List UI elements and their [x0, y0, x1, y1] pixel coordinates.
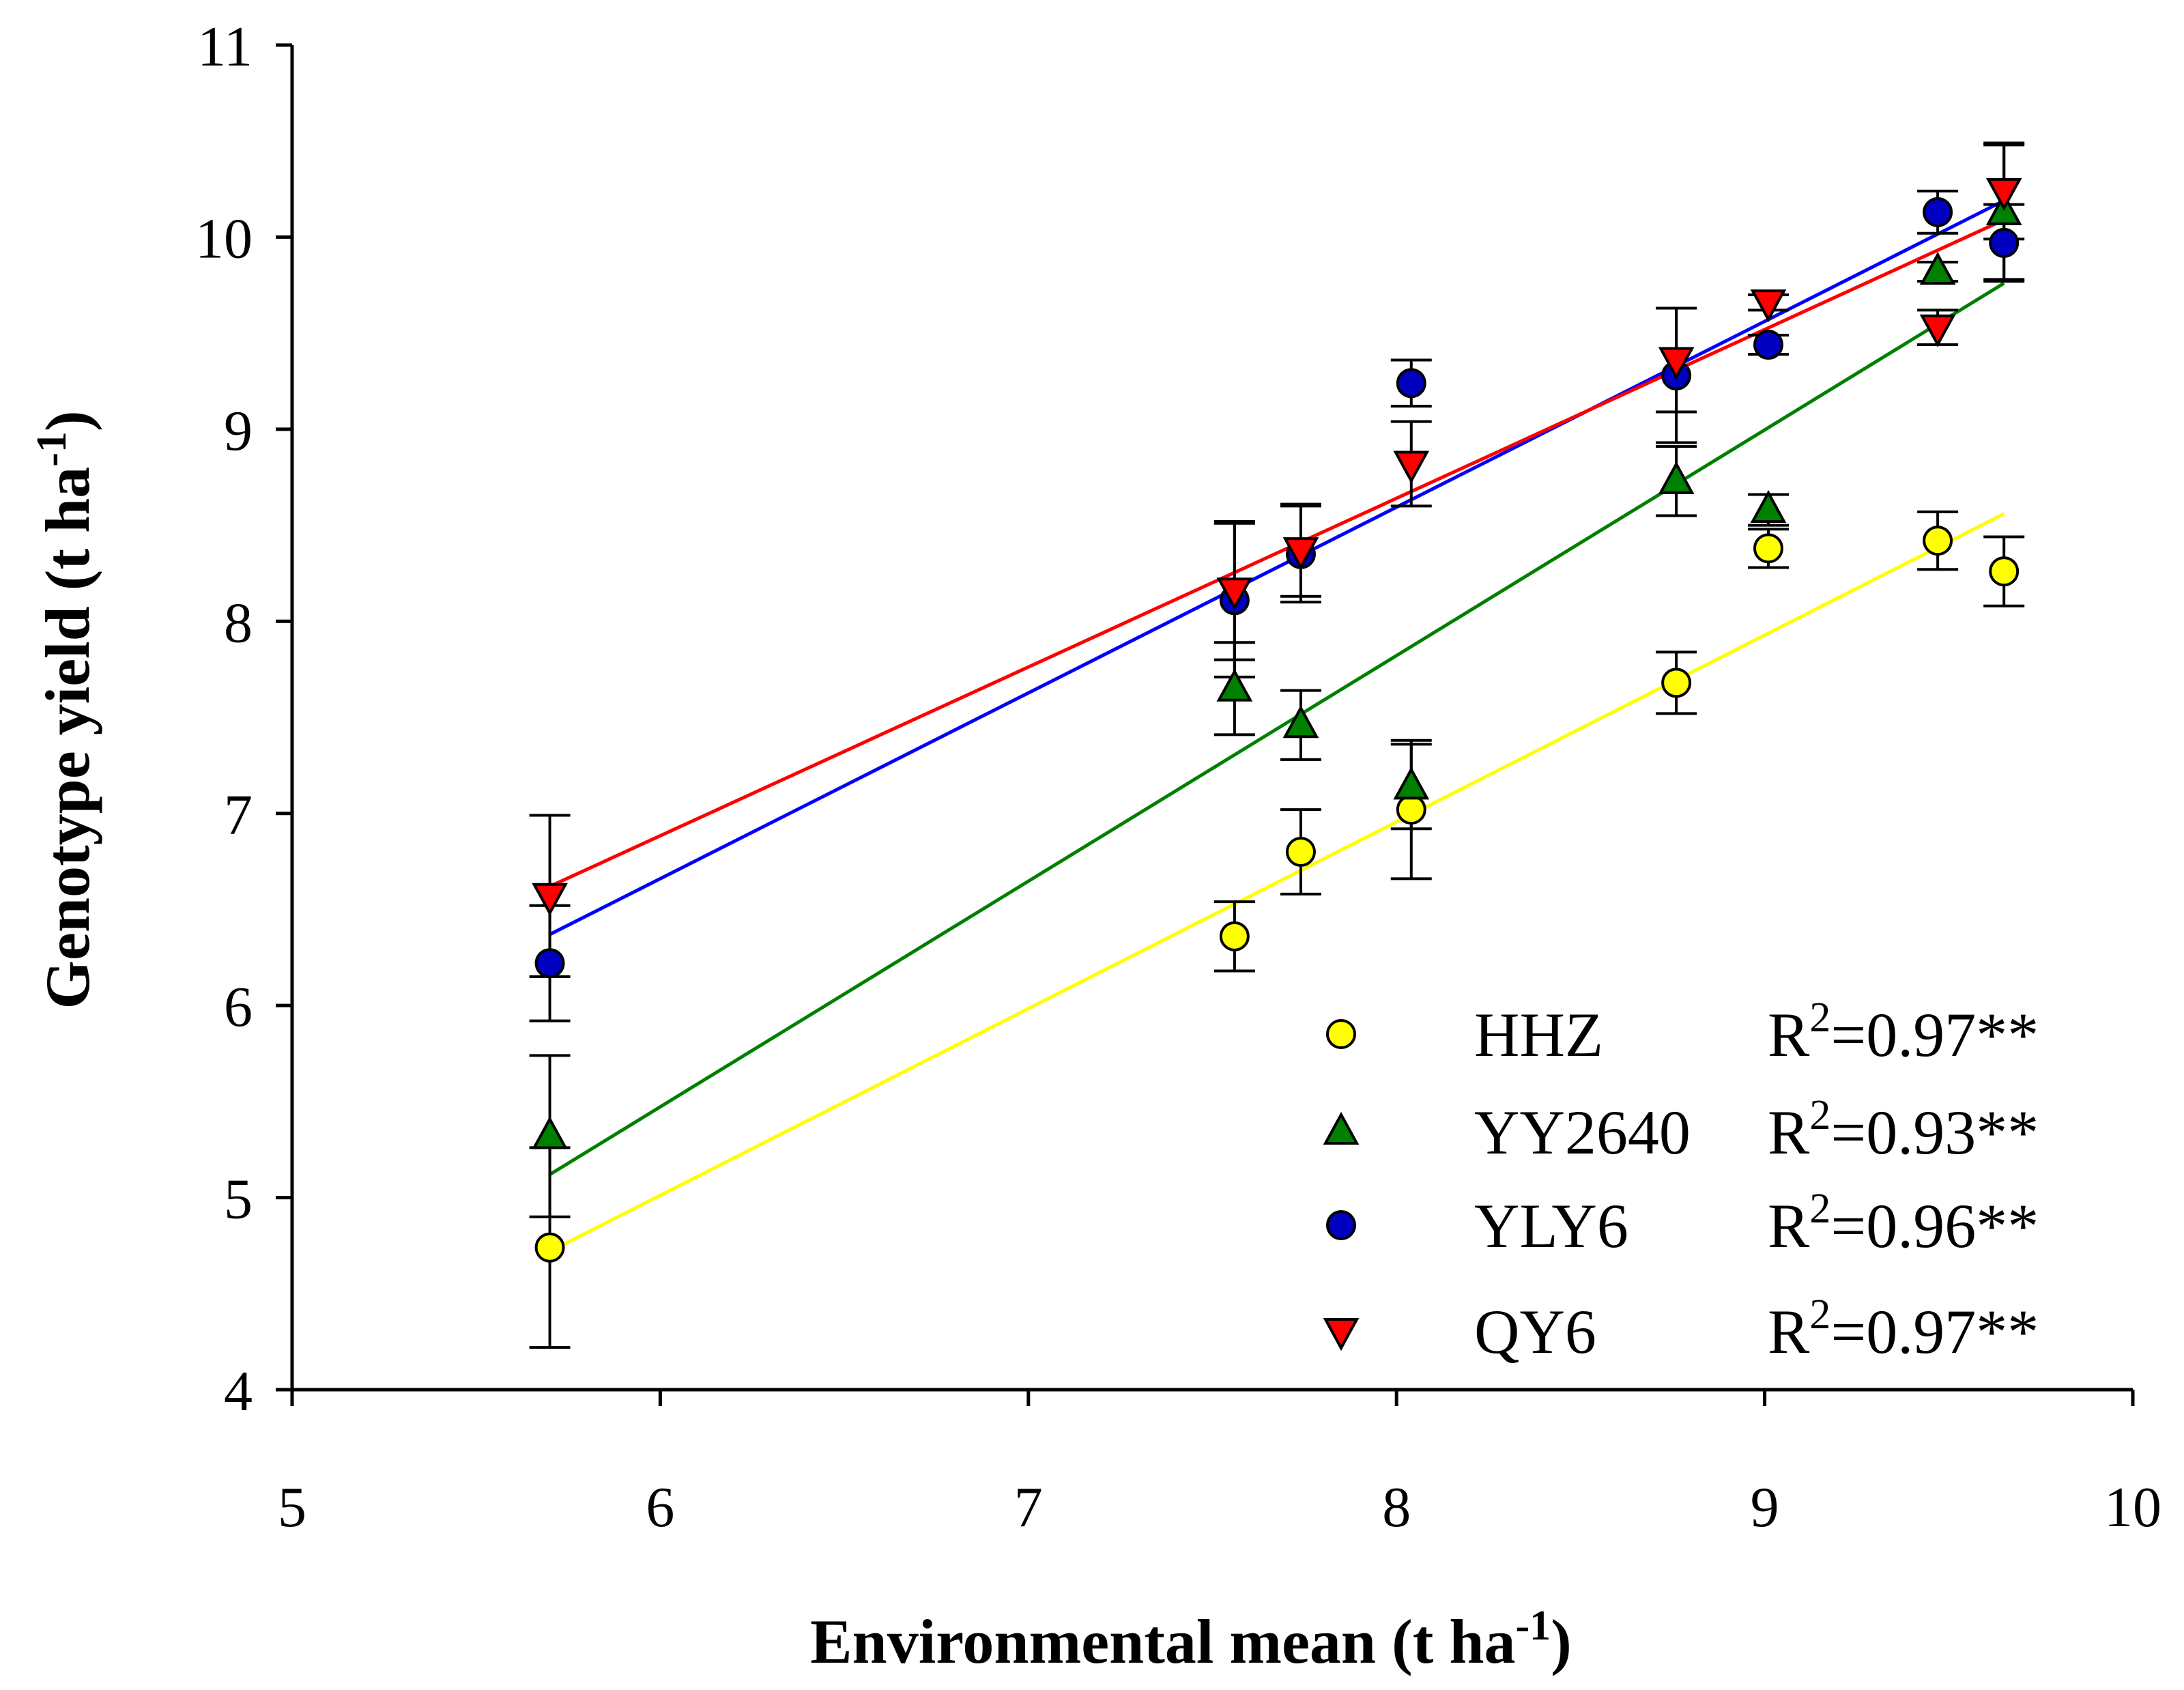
point-yly6 [534, 948, 565, 979]
x-tick-label: 8 [1382, 1476, 1411, 1539]
y-tick-label: 6 [224, 975, 253, 1039]
point-hhz [1285, 837, 1316, 867]
legend-label: YY2640 [1474, 1098, 1691, 1167]
fit-line-yy2640 [549, 281, 2005, 1176]
point-hhz [1923, 526, 1953, 556]
y-tick-label: 9 [224, 399, 253, 463]
legend-r2: R2=0.96** [1768, 1186, 2039, 1261]
point-qy6 [1985, 177, 2022, 212]
legend-item-qy6: QY6 R2=0.97** [1323, 1291, 2039, 1366]
legend-item-yly6: YLY6 R2=0.96** [1326, 1186, 2039, 1261]
fit-line-qy6 [549, 218, 2005, 888]
y-axis-title: Genotype yield (t ha-1) [29, 410, 102, 1009]
legend-marker-qy6 [1323, 1318, 1360, 1351]
point-qy6 [1393, 450, 1430, 484]
point-qy6 [1282, 537, 1319, 571]
point-yy2640 [1658, 461, 1695, 494]
x-tick-label: 10 [2104, 1476, 2161, 1539]
legend-label: QY6 [1474, 1297, 1596, 1366]
x-tick-label: 9 [1751, 1476, 1779, 1539]
point-yy2640 [1919, 251, 1956, 285]
point-qy6 [1658, 347, 1695, 380]
point-qy6 [532, 883, 568, 916]
point-yly6 [1396, 368, 1426, 399]
point-hhz [1753, 533, 1783, 564]
point-yly6 [1753, 330, 1783, 360]
point-hhz [1661, 668, 1692, 698]
legend-item-hhz: HHZ R2=0.97** [1326, 994, 2039, 1070]
legend-r2: R2=0.97** [1768, 994, 2039, 1070]
point-yy2640 [1750, 489, 1787, 524]
legend-marker-yy2640 [1323, 1111, 1360, 1145]
point-hhz [534, 1232, 565, 1263]
legend-r2: R2=0.97** [1768, 1291, 2039, 1366]
y-tick-label: 10 [195, 207, 253, 270]
point-yy2640 [1393, 767, 1430, 800]
legend-marker-hhz [1326, 1019, 1356, 1049]
legend-item-yy2640: YY2640 R2=0.93** [1323, 1092, 2039, 1167]
point-qy6 [1919, 314, 1956, 347]
y-tick-label: 4 [224, 1360, 253, 1423]
y-tick-label: 5 [224, 1168, 253, 1231]
fit-line-yly6 [549, 199, 2005, 936]
point-yly6 [1923, 197, 1953, 227]
point-hhz [1219, 921, 1250, 951]
point-qy6 [1750, 289, 1787, 323]
x-tick-label: 7 [1014, 1476, 1043, 1539]
legend: HHZ R2=0.97** YY2640 R2=0.93** YLY6 R2=0.96**… [1323, 994, 2039, 1366]
point-qy6 [1216, 577, 1253, 611]
x-tick-label: 5 [278, 1476, 306, 1539]
point-yy2640 [1216, 668, 1253, 702]
data-markers [532, 177, 2022, 1263]
legend-label: HHZ [1474, 1000, 1603, 1070]
legend-marker-yly6 [1326, 1210, 1356, 1240]
regression-lines [549, 199, 2005, 1253]
fit-line-hhz [549, 512, 2005, 1253]
y-tick-label: 11 [197, 15, 253, 78]
point-yly6 [1989, 227, 2020, 258]
point-hhz [1396, 794, 1426, 825]
y-tick-label: 7 [224, 784, 253, 847]
y-tick-label: 8 [224, 591, 253, 655]
point-yy2640 [532, 1116, 568, 1149]
legend-r2: R2=0.93** [1768, 1092, 2039, 1167]
x-axis-title: Environmental mean (t ha-1) [810, 1603, 1572, 1676]
point-yy2640 [1282, 705, 1319, 739]
x-tick-label: 6 [646, 1476, 674, 1539]
point-hhz [1989, 556, 2020, 587]
legend-label: YLY6 [1474, 1191, 1628, 1261]
